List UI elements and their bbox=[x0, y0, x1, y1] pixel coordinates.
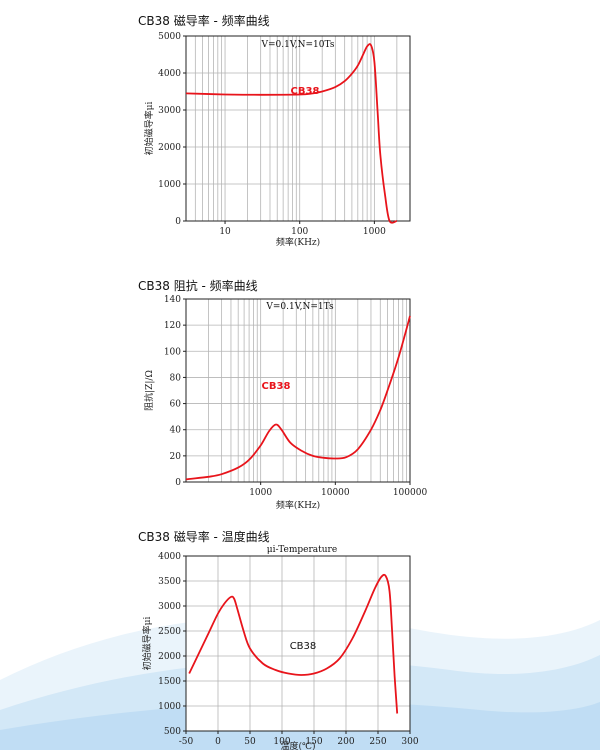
y-tick-label: 1000 bbox=[158, 702, 181, 712]
x-tick-label: 10 bbox=[219, 227, 231, 237]
x-tick-label: 150 bbox=[305, 737, 322, 747]
plot-frame bbox=[185, 298, 411, 483]
y-axis-label: 阻抗|Z|/Ω bbox=[143, 370, 155, 411]
chart-annotation: V=0.1V,N=1Ts bbox=[265, 302, 334, 312]
y-tick-label: 2500 bbox=[158, 627, 181, 637]
y-tick-label: 1500 bbox=[158, 677, 181, 687]
plot-frame bbox=[185, 35, 411, 222]
x-tick-label: 1000 bbox=[363, 227, 386, 237]
series-label-cb38: CB38 bbox=[291, 86, 320, 97]
chart-impedance-frequency: 0 20 40 60 80 100 120 140 1000 10000 100000 V=0.1V,… bbox=[143, 295, 428, 511]
x-tick-label: 100 bbox=[291, 227, 308, 237]
y-tick-label: 1000 bbox=[158, 180, 181, 190]
x-axis-label: 频率(KHz) bbox=[276, 499, 320, 511]
x-tick-label: 1000 bbox=[249, 488, 272, 498]
y-tick-label: 100 bbox=[164, 347, 181, 357]
y-tick-label: 60 bbox=[170, 400, 182, 410]
x-tick-label: -50 bbox=[179, 737, 194, 747]
x-tick-label: 200 bbox=[337, 737, 354, 747]
chart-1-title: CB38 磁导率 - 频率曲线 bbox=[138, 14, 270, 28]
x-tick-label: 10000 bbox=[321, 488, 350, 498]
y-tick-label: 2000 bbox=[158, 143, 181, 153]
chart-permeability-frequency: 0 1000 2000 3000 4000 5000 10 100 1000 V=0.1V,N=1… bbox=[143, 32, 411, 248]
y-tick-label: 140 bbox=[164, 295, 181, 305]
chart-2-title: CB38 阻抗 - 频率曲线 bbox=[138, 279, 258, 293]
series-line-cb38 bbox=[188, 573, 399, 714]
y-tick-label: 120 bbox=[164, 321, 181, 331]
chart-permeability-temperature: 500 1000 1500 2000 2500 3000 3500 4000 -50 0 50 100… bbox=[141, 545, 419, 750]
plot-area bbox=[186, 556, 410, 731]
y-tick-label: 20 bbox=[170, 452, 182, 462]
y-tick-label: 4000 bbox=[158, 552, 181, 562]
plot-area bbox=[186, 36, 410, 221]
x-axis-label: 频率(KHz) bbox=[276, 236, 320, 248]
y-tick-label: 4000 bbox=[158, 69, 181, 79]
plot-area bbox=[186, 299, 410, 482]
chart-annotation: V=0.1V,N=10Ts bbox=[261, 40, 335, 50]
series-line-cb38 bbox=[185, 315, 411, 481]
x-tick-label: 100 bbox=[273, 737, 290, 747]
y-tick-label: 500 bbox=[164, 727, 181, 737]
x-tick-label: 300 bbox=[401, 737, 418, 747]
plot-frame bbox=[185, 555, 411, 732]
y-tick-label: 40 bbox=[170, 426, 182, 436]
y-axis-label: 初始磁导率μi bbox=[143, 102, 155, 156]
x-tick-label: 100000 bbox=[393, 488, 428, 498]
y-tick-label: 5000 bbox=[158, 32, 181, 42]
series-line-cb38 bbox=[185, 43, 398, 224]
y-tick-label: 0 bbox=[175, 478, 181, 488]
chart-annotation: μi-Temperature bbox=[267, 545, 337, 555]
y-tick-label: 80 bbox=[170, 373, 182, 383]
y-axis-label: 初始磁导率μi bbox=[141, 617, 153, 671]
series-label-cb38: CB38 bbox=[262, 381, 291, 392]
y-tick-label: 0 bbox=[175, 217, 181, 227]
y-tick-label: 2000 bbox=[158, 652, 181, 662]
x-tick-label: 50 bbox=[244, 737, 256, 747]
series-label-cb38: CB38 bbox=[290, 641, 317, 652]
y-tick-label: 3500 bbox=[158, 577, 181, 587]
y-tick-label: 3000 bbox=[158, 602, 181, 612]
x-tick-label: 0 bbox=[215, 737, 221, 747]
x-tick-label: 250 bbox=[369, 737, 386, 747]
y-tick-label: 3000 bbox=[158, 106, 181, 116]
x-axis-label: 温度(℃) bbox=[280, 740, 315, 750]
chart-3-title: CB38 磁导率 - 温度曲线 bbox=[138, 530, 270, 544]
